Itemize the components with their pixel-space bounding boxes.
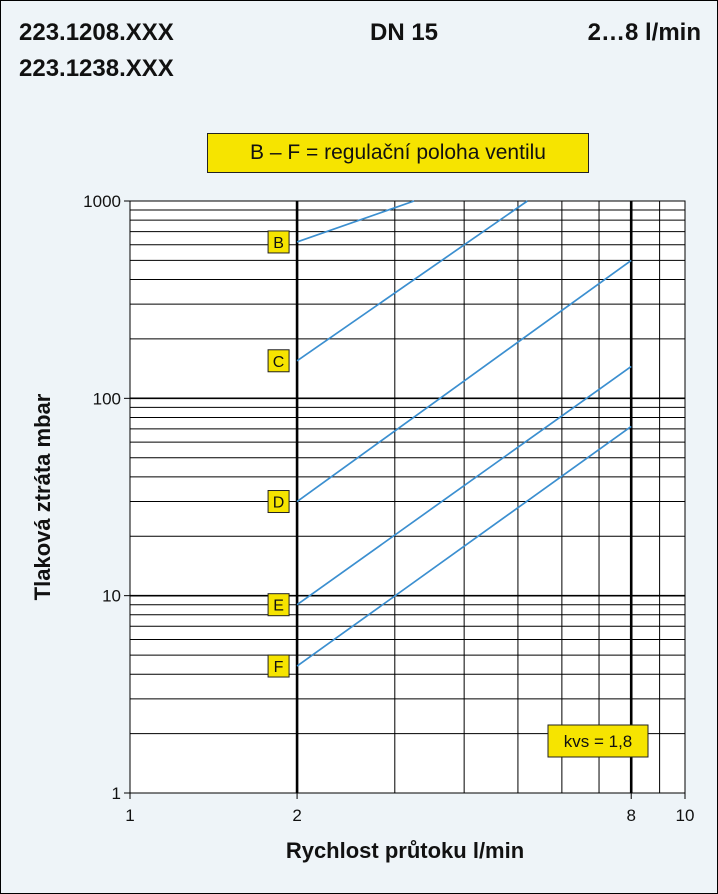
series-label-box [267, 490, 290, 514]
model-number-2: 223.1238.XXX [19, 55, 174, 82]
kvs-annotation: kvs = 1,8 [564, 732, 633, 751]
y-tick-label: 1 [112, 784, 121, 803]
y-axis-title: Tlaková ztráta mbar [30, 393, 55, 601]
series-label: F [274, 659, 284, 676]
kvs-annotation-box [547, 724, 649, 758]
plot-frame [129, 200, 686, 794]
y-tick-label: 1000 [83, 192, 121, 211]
series-label-box [267, 654, 290, 678]
series-label: D [273, 495, 285, 512]
series-label: C [273, 354, 285, 371]
series-line-f [296, 425, 632, 667]
series-line-e [296, 365, 632, 606]
x-tick-label: 10 [676, 806, 695, 825]
nominal-diameter: DN 15 [370, 19, 439, 46]
legend-note-text: B – F = regulační poloha ventilu [250, 141, 546, 164]
y-tick-label: 100 [93, 389, 121, 408]
x-axis-title: Rychlost průtoku l/min [285, 838, 525, 863]
series-label: B [273, 235, 284, 252]
series-label-box [267, 593, 290, 617]
flow-range: 2…8 l/min [587, 19, 701, 46]
series-line-d [296, 259, 632, 503]
x-tick-label: 1 [125, 806, 134, 825]
series-label: E [273, 598, 284, 615]
series-line-c [296, 200, 528, 362]
series-label-box [267, 349, 290, 373]
y-tick-label: 10 [102, 587, 121, 606]
series-line-b [296, 200, 415, 243]
x-tick-label: 8 [626, 806, 635, 825]
series-label-box [267, 230, 290, 254]
plot-area [130, 201, 685, 793]
legend-note: B – F = regulační poloha ventilu [207, 133, 589, 173]
model-number-1: 223.1208.XXX [19, 19, 174, 46]
x-tick-label: 2 [292, 806, 301, 825]
